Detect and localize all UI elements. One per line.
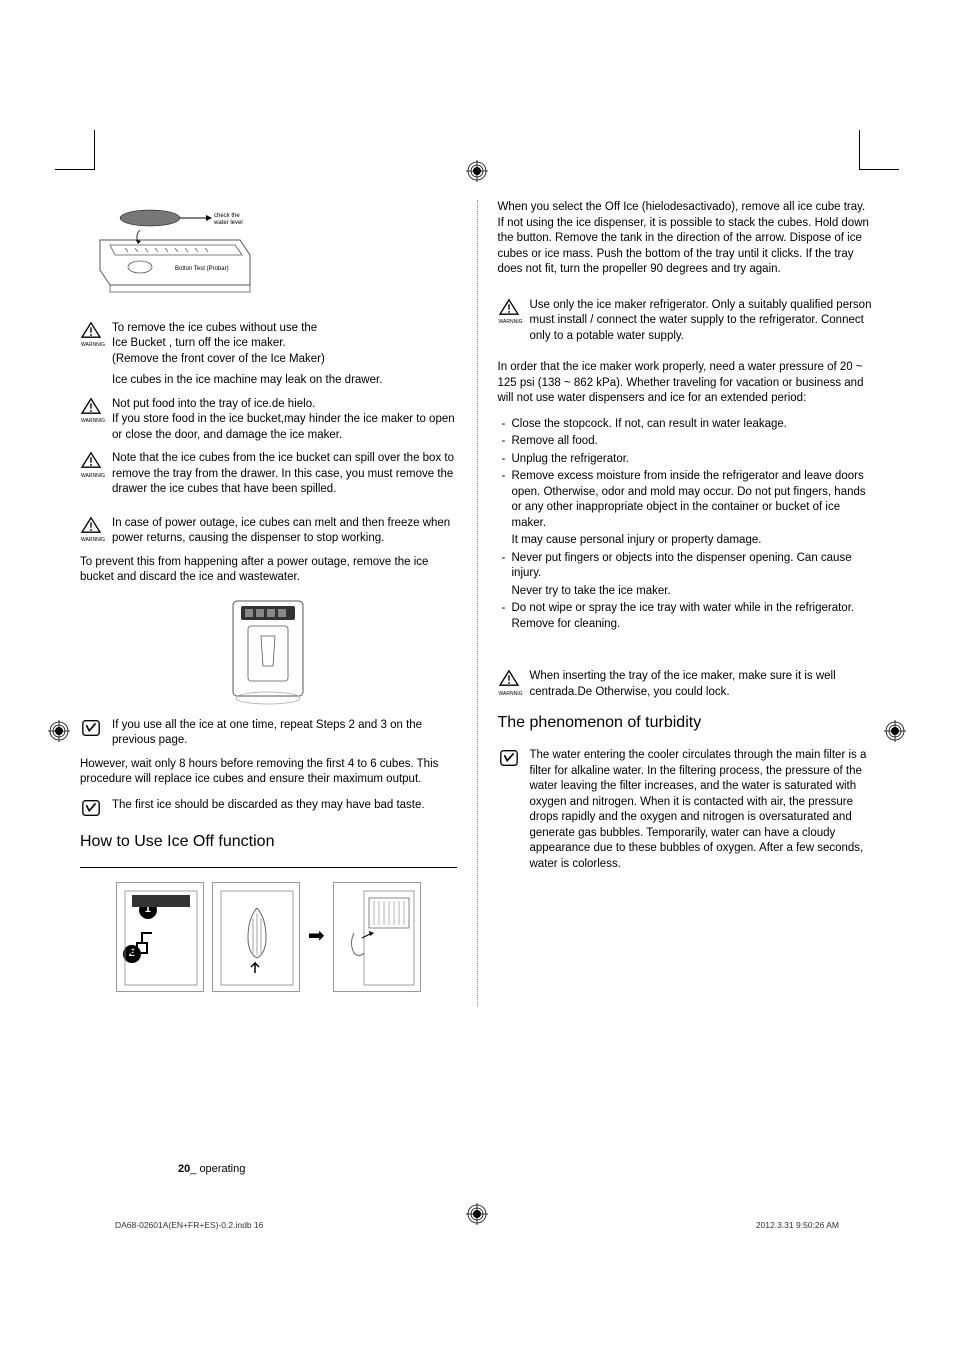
text: In case of power outage, ice cubes can m… xyxy=(112,516,457,547)
text: The water entering the cooler circulates… xyxy=(530,748,875,872)
page-content: check the water level Botton Test (Proba… xyxy=(0,0,954,1066)
print-date: 2012.3.31 9:50:26 AM xyxy=(756,1220,839,1230)
text: Ice cubes in the ice machine may leak on… xyxy=(112,373,457,389)
warning-icon: WARNNIG xyxy=(80,321,106,349)
note-2: The first ice should be discarded as the… xyxy=(80,798,457,824)
warning-icon: WARNNIG xyxy=(80,451,106,479)
diagram-label-2: water level xyxy=(213,220,243,226)
text: To prevent this from happening after a p… xyxy=(80,555,457,586)
text: If you store food in the ice bucket,may … xyxy=(112,412,457,443)
warning-label: WARNNIG xyxy=(498,319,524,326)
list-item: Never put fingers or objects into the di… xyxy=(512,551,875,582)
list-item: Do not wipe or spray the ice tray with w… xyxy=(512,601,875,632)
warning-2: WARNNIG Not put food into the tray of ic… xyxy=(80,397,457,444)
text: To remove the ice cubes without use the xyxy=(112,321,457,337)
warning-r2: WARNNIG When inserting the tray of the i… xyxy=(498,669,875,700)
warning-r1: WARNNIG Use only the ice maker refrigera… xyxy=(498,298,875,345)
ice-off-diagram: 1 2 ➡ xyxy=(80,882,457,992)
diagram-label-1: check the xyxy=(214,213,240,219)
note-turbidity: The water entering the cooler circulates… xyxy=(498,748,875,872)
right-column: When you select the Off Ice (hielodesact… xyxy=(477,200,875,1006)
panel-1: 1 2 xyxy=(116,882,204,992)
heading-turbidity: The phenomenon of turbidity xyxy=(498,712,875,734)
heading-ice-off: How to Use Ice Off function xyxy=(80,831,457,853)
text: Use only the ice maker refrigerator. Onl… xyxy=(530,298,875,345)
note-1: If you use all the ice at one time, repe… xyxy=(80,718,457,749)
warning-1: WARNNIG To remove the ice cubes without … xyxy=(80,321,457,389)
list-item: Remove excess moisture from inside the r… xyxy=(512,469,875,531)
text: Note that the ice cubes from the ice buc… xyxy=(112,451,457,498)
note-icon xyxy=(80,718,106,744)
warning-label: WARNNIG xyxy=(80,473,106,480)
panel-3 xyxy=(333,882,421,992)
text: When inserting the tray of the ice maker… xyxy=(530,669,875,700)
left-column: check the water level Botton Test (Proba… xyxy=(80,200,457,1006)
warning-icon: WARNNIG xyxy=(498,298,524,326)
list-item: Never try to take the ice maker. xyxy=(512,584,671,600)
warning-label: WARNNIG xyxy=(80,342,106,349)
list-item: Close the stopcock. If not, can result i… xyxy=(512,417,788,433)
text: When you select the Off Ice (hielodesact… xyxy=(498,200,875,278)
bullet-list: -Close the stopcock. If not, can result … xyxy=(502,417,875,633)
text: Not put food into the tray of ice.de hie… xyxy=(112,397,457,413)
diagram-button-label: Botton Test (Probar) xyxy=(175,266,229,272)
text: The first ice should be discarded as the… xyxy=(112,798,457,814)
note-icon xyxy=(80,798,106,824)
panel-2 xyxy=(212,882,300,992)
arrow-icon: ➡ xyxy=(308,923,325,950)
list-item: Remove all food. xyxy=(512,434,598,450)
warning-label: WARNNIG xyxy=(80,418,106,425)
list-item: It may cause personal injury or property… xyxy=(512,533,762,549)
warning-4: WARNNIG In case of power outage, ice cub… xyxy=(80,516,457,547)
warning-icon: WARNNIG xyxy=(80,516,106,544)
page-section: operating xyxy=(199,1163,245,1175)
warning-label: WARNNIG xyxy=(80,537,106,544)
print-footer: DA68-02601A(EN+FR+ES)-0.2.indb 16 2012.3… xyxy=(115,1220,839,1230)
list-item: Unplug the refrigerator. xyxy=(512,452,630,468)
warning-3: WARNNIG Note that the ice cubes from the… xyxy=(80,451,457,498)
warning-label: WARNNIG xyxy=(498,691,524,698)
text: (Remove the front cover of the Ice Maker… xyxy=(112,352,457,368)
ice-maker-diagram: check the water level Botton Test (Proba… xyxy=(80,200,280,300)
page-footer: 20_ operating xyxy=(178,1163,245,1175)
text: However, wait only 8 hours before removi… xyxy=(80,757,457,788)
page-number: 20 xyxy=(178,1163,190,1175)
text: In order that the ice maker work properl… xyxy=(498,360,875,407)
divider xyxy=(80,867,457,868)
dispenser-image xyxy=(223,596,313,706)
text: If you use all the ice at one time, repe… xyxy=(112,718,457,749)
warning-icon: WARNNIG xyxy=(80,397,106,425)
note-icon xyxy=(498,748,524,774)
print-file: DA68-02601A(EN+FR+ES)-0.2.indb 16 xyxy=(115,1220,263,1230)
warning-icon: WARNNIG xyxy=(498,669,524,697)
text: Ice Bucket , turn off the ice maker. xyxy=(112,336,457,352)
